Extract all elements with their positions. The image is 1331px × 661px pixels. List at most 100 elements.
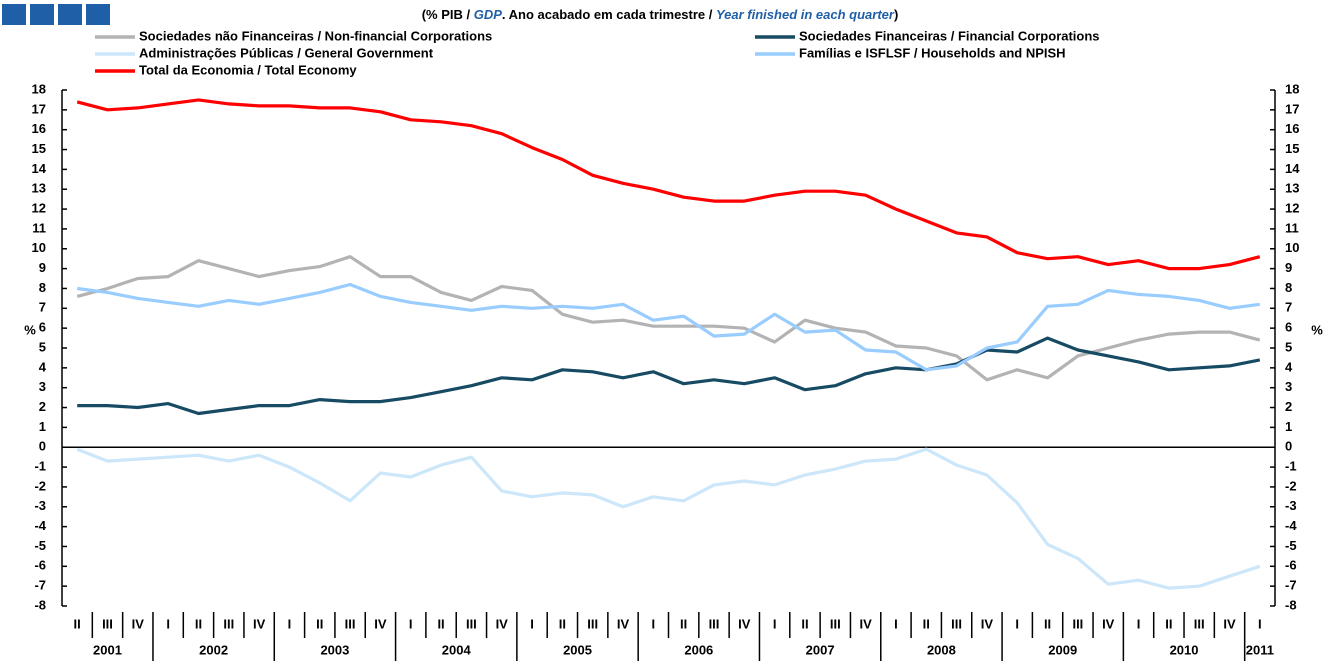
x-tick-label: IV xyxy=(617,616,630,631)
y2-tick-label: 11 xyxy=(1285,220,1299,235)
x-tick-label: IV xyxy=(1102,616,1115,631)
y-tick-label: 11 xyxy=(32,220,46,235)
x-tick-label: I xyxy=(652,616,656,631)
y-tick-label: -5 xyxy=(34,538,46,553)
y2-tick-label: 10 xyxy=(1285,240,1299,255)
y2-tick-label: 15 xyxy=(1285,141,1299,156)
x-tick-label: II xyxy=(1165,616,1172,631)
y-tick-label: 14 xyxy=(32,161,47,176)
y-tick-label: 8 xyxy=(39,280,46,295)
x-tick-label: IV xyxy=(738,616,751,631)
x-tick-label: IV xyxy=(1223,616,1236,631)
x-tick-label: I xyxy=(166,616,170,631)
y2-tick-label: 3 xyxy=(1285,379,1292,394)
series-line xyxy=(76,255,1261,382)
y2-tick-label: 12 xyxy=(1285,201,1299,216)
x-tick-label: II xyxy=(559,616,566,631)
legend-label: Administrações Públicas / General Govern… xyxy=(139,45,434,60)
subtitle-part: GDP xyxy=(474,7,503,22)
x-tick-label: IV xyxy=(132,616,145,631)
y-tick-label: 12 xyxy=(32,201,46,216)
x-tick-label: III xyxy=(223,616,234,631)
y2-tick-label: 14 xyxy=(1285,161,1300,176)
y-tick-label: -7 xyxy=(34,578,46,593)
y2-tick-label: 16 xyxy=(1285,121,1299,136)
x-tick-label: II xyxy=(680,616,687,631)
y-tick-label: 3 xyxy=(39,379,46,394)
legend-label: Sociedades Financeiras / Financial Corpo… xyxy=(799,28,1100,43)
y2-tick-label: 7 xyxy=(1285,300,1292,315)
x-group-label: 2009 xyxy=(1048,642,1077,657)
x-tick-label: III xyxy=(102,616,113,631)
y2-tick-label: -5 xyxy=(1285,538,1297,553)
y2-tick-label: 5 xyxy=(1285,339,1292,354)
legend-label: Famílias e ISFLSF / Households and NPISH xyxy=(799,45,1066,60)
chart-subtitle: (% PIB / GDP. Ano acabado em cada trimes… xyxy=(422,7,899,22)
x-tick-label: I xyxy=(409,616,413,631)
x-tick-label: III xyxy=(1072,616,1083,631)
x-group-label: 2002 xyxy=(199,642,228,657)
y-tick-label: 1 xyxy=(39,419,46,434)
y2-tick-label: -4 xyxy=(1285,518,1297,533)
x-tick-label: I xyxy=(894,616,898,631)
x-tick-label: III xyxy=(345,616,356,631)
y2-tick-label: -6 xyxy=(1285,558,1297,573)
x-tick-label: II xyxy=(316,616,323,631)
y2-tick-label: 0 xyxy=(1285,439,1292,454)
x-tick-label: III xyxy=(587,616,598,631)
x-tick-label: II xyxy=(437,616,444,631)
y-tick-label: 10 xyxy=(32,240,46,255)
y2-tick-label: 13 xyxy=(1285,181,1299,196)
y2-axis-label: % xyxy=(1311,322,1323,337)
x-tick-label: II xyxy=(923,616,930,631)
y-tick-label: 16 xyxy=(32,121,46,136)
y-tick-label: -6 xyxy=(34,558,46,573)
x-tick-label: I xyxy=(1137,616,1141,631)
y2-tick-label: -1 xyxy=(1285,459,1297,474)
logo xyxy=(2,4,110,25)
x-group-label: 2003 xyxy=(320,642,349,657)
x-group-label: 2005 xyxy=(563,642,592,657)
y-tick-label: 13 xyxy=(32,181,46,196)
y-tick-label: 0 xyxy=(39,439,46,454)
x-group-label: 2007 xyxy=(806,642,835,657)
y-tick-label: -4 xyxy=(34,518,46,533)
x-tick-label: III xyxy=(1194,616,1205,631)
y-tick-label: 18 xyxy=(32,81,46,96)
y-tick-label: -1 xyxy=(34,459,46,474)
x-tick-label: I xyxy=(530,616,534,631)
y2-tick-label: 2 xyxy=(1285,399,1292,414)
x-tick-label: IV xyxy=(496,616,509,631)
series-line xyxy=(76,282,1261,372)
x-tick-label: II xyxy=(1044,616,1051,631)
subtitle-part: ) xyxy=(894,7,898,22)
x-tick-label: III xyxy=(466,616,477,631)
subtitle-part: Year finished in each quarter xyxy=(716,7,895,22)
y-tick-label: 9 xyxy=(39,260,46,275)
x-tick-label: IV xyxy=(859,616,872,631)
legend-label: Total da Economia / Total Economy xyxy=(139,62,357,77)
y2-tick-label: -7 xyxy=(1285,578,1297,593)
y-tick-label: -2 xyxy=(34,478,46,493)
x-group-label: 2010 xyxy=(1170,642,1199,657)
x-tick-label: III xyxy=(830,616,841,631)
y2-tick-label: 8 xyxy=(1285,280,1292,295)
y-tick-label: 2 xyxy=(39,399,46,414)
y2-tick-label: 17 xyxy=(1285,101,1299,116)
x-group-label: 2004 xyxy=(442,642,472,657)
x-tick-label: III xyxy=(951,616,962,631)
x-tick-label: IV xyxy=(253,616,266,631)
y2-tick-label: -2 xyxy=(1285,478,1297,493)
y2-tick-label: 4 xyxy=(1285,359,1293,374)
y-tick-label: 15 xyxy=(32,141,46,156)
x-tick-label: IV xyxy=(981,616,994,631)
x-tick-label: I xyxy=(773,616,777,631)
y-axis-label: % xyxy=(24,322,36,337)
y2-tick-label: 1 xyxy=(1285,419,1292,434)
x-tick-label: I xyxy=(1015,616,1019,631)
x-tick-label: II xyxy=(801,616,808,631)
subtitle-part: . Ano acabado em cada trimestre / xyxy=(502,7,716,22)
x-group-label: 2011 xyxy=(1246,642,1274,657)
x-tick-label: III xyxy=(709,616,720,631)
x-tick-label: IV xyxy=(374,616,387,631)
